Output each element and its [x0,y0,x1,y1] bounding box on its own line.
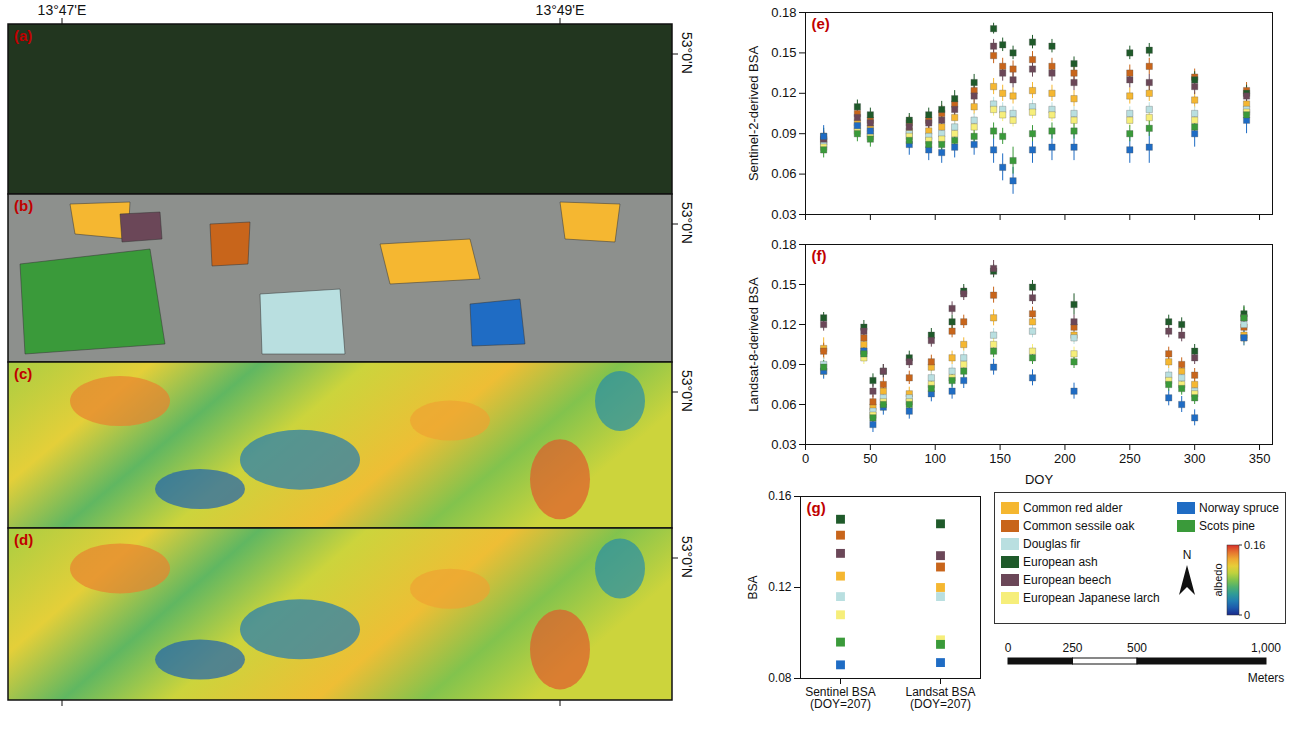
svg-text:0.08: 0.08 [768,671,792,685]
svg-text:(f): (f) [812,247,827,264]
svg-text:(g): (g) [807,499,826,516]
svg-text:250: 250 [1119,451,1141,466]
svg-text:0.15: 0.15 [771,277,796,292]
svg-text:0.12: 0.12 [771,85,796,100]
svg-text:(c): (c) [14,365,32,382]
svg-text:(b): (b) [14,197,33,214]
svg-text:Meters: Meters [1248,671,1285,685]
html-text:Common sessile oak: Common sessile oak [1023,519,1135,533]
svg-text:DOY: DOY [1025,472,1054,487]
svg-text:50: 50 [863,451,877,466]
svg-text:0.12: 0.12 [768,580,792,594]
svg-text:Landsat BSA(DOY=207): Landsat BSA(DOY=207) [905,685,975,711]
svg-text:53°0'N: 53°0'N [679,536,695,578]
svg-text:13°47'E: 13°47'E [38,2,87,18]
svg-text:13°49'E: 13°49'E [536,2,585,18]
html-text:European Japanese larch: European Japanese larch [1023,591,1160,605]
svg-text:0.15: 0.15 [771,45,796,60]
svg-text:Landsat-8-derived BSA: Landsat-8-derived BSA [746,277,761,412]
svg-text:Sentinel-2-derived BSA: Sentinel-2-derived BSA [746,46,761,181]
svg-text:53°0'N: 53°0'N [679,370,695,412]
svg-text:0.09: 0.09 [771,126,796,141]
svg-text:0.18: 0.18 [771,237,796,252]
svg-text:100: 100 [924,451,946,466]
svg-text:0: 0 [1244,609,1250,621]
svg-text:0.18: 0.18 [771,5,796,20]
html-text:Scots pine: Scots pine [1199,519,1255,533]
svg-text:0.16: 0.16 [1244,539,1265,551]
html-text:European ash: European ash [1023,555,1098,569]
svg-text:(e): (e) [812,15,830,32]
html-text:Douglas fir: Douglas fir [1023,537,1081,551]
svg-text:(d): (d) [14,531,33,548]
svg-text:1,000: 1,000 [1251,641,1281,655]
svg-text:0.16: 0.16 [768,489,792,503]
svg-text:0.09: 0.09 [771,357,796,372]
svg-text:200: 200 [1054,451,1076,466]
svg-text:BSA: BSA [746,575,760,599]
svg-text:350: 350 [1249,451,1271,466]
svg-text:0: 0 [1005,641,1012,655]
html-text:Common red alder: Common red alder [1023,501,1123,515]
svg-text:0.12: 0.12 [771,317,796,332]
svg-text:53°0'N: 53°0'N [679,32,695,74]
svg-text:150: 150 [989,451,1011,466]
svg-text:0.06: 0.06 [771,397,796,412]
svg-text:53°0'N: 53°0'N [679,202,695,244]
svg-text:250: 250 [1062,641,1082,655]
svg-text:N: N [1183,548,1192,562]
svg-text:0.03: 0.03 [771,437,796,452]
html-text:European beech: European beech [1023,573,1112,587]
html-text:Norway spruce: Norway spruce [1199,501,1279,515]
svg-text:0: 0 [802,451,809,466]
svg-text:albedo: albedo [1212,563,1224,596]
svg-text:300: 300 [1184,451,1206,466]
svg-text:500: 500 [1127,641,1147,655]
svg-text:(a): (a) [14,27,32,44]
svg-text:0.03: 0.03 [771,207,796,222]
svg-text:Sentinel BSA(DOY=207): Sentinel BSA(DOY=207) [805,685,876,711]
svg-text:0.06: 0.06 [771,166,796,181]
